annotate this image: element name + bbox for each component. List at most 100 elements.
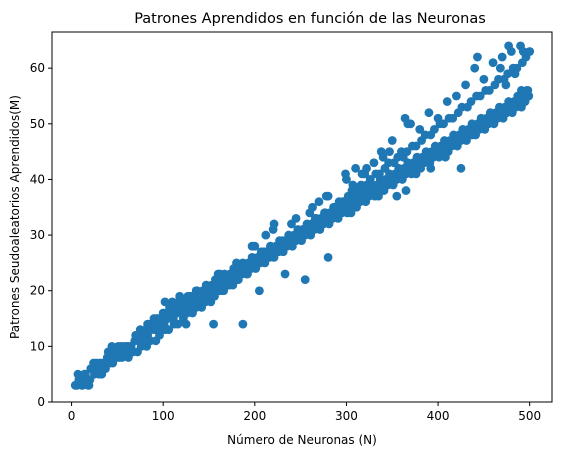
data-point — [79, 369, 89, 379]
y-axis: 0 10 20 30 40 50 60 — [30, 61, 52, 409]
data-point — [488, 58, 498, 67]
data-point — [210, 291, 219, 301]
data-point — [269, 219, 279, 229]
data-point — [415, 124, 425, 134]
y-axis-label: Patrones Seudoaleatorios Aprendidos(M) — [8, 95, 22, 339]
data-point — [167, 297, 177, 307]
data-point — [365, 175, 375, 184]
data-point — [439, 119, 448, 129]
data-point — [523, 86, 533, 95]
data-point — [85, 375, 95, 385]
data-point — [94, 369, 104, 379]
data-point — [461, 80, 470, 90]
data-point — [518, 47, 528, 56]
data-point — [274, 247, 284, 257]
data-point — [411, 169, 421, 179]
data-point — [89, 358, 98, 368]
data-point — [321, 191, 331, 201]
data-point — [403, 119, 413, 129]
data-point — [424, 108, 434, 118]
data-point — [219, 286, 229, 296]
data-point — [160, 297, 170, 307]
data-point — [228, 280, 238, 290]
x-tick-label: 200 — [243, 409, 266, 423]
data-point — [175, 291, 185, 301]
y-tick-label: 10 — [30, 339, 45, 353]
data-point — [238, 319, 248, 329]
y-tick-label: 0 — [37, 395, 45, 409]
data-point — [475, 91, 485, 101]
data-point — [433, 113, 443, 123]
x-axis-label: Número de Neuronas (N) — [227, 433, 377, 447]
data-point — [448, 113, 458, 123]
data-point — [525, 47, 535, 56]
x-tick-label: 400 — [427, 409, 450, 423]
data-point — [479, 74, 489, 84]
data-point — [387, 136, 397, 145]
data-point — [442, 97, 452, 106]
data-point — [261, 230, 271, 240]
x-tick-label: 500 — [518, 409, 541, 423]
data-point — [155, 330, 164, 340]
data-point — [332, 202, 342, 212]
x-tick-label: 300 — [335, 409, 358, 423]
data-point — [346, 208, 356, 218]
data-point — [308, 202, 317, 212]
data-point — [173, 319, 183, 329]
data-point — [357, 169, 367, 179]
data-point — [397, 147, 406, 157]
data-point — [131, 330, 141, 340]
data-point — [470, 63, 480, 73]
data-point — [255, 258, 265, 268]
data-point — [98, 358, 108, 368]
data-point — [164, 325, 174, 335]
y-tick-label: 30 — [30, 228, 45, 242]
data-point — [191, 286, 201, 296]
data-point — [158, 308, 168, 318]
data-point — [181, 319, 191, 329]
data-point — [411, 141, 421, 151]
y-tick-label: 50 — [30, 117, 45, 131]
data-point — [440, 152, 450, 162]
data-point — [222, 275, 232, 284]
data-point — [426, 163, 436, 173]
y-tick-label: 40 — [30, 172, 45, 186]
data-point — [517, 86, 526, 95]
data-points — [70, 41, 535, 390]
data-point — [510, 69, 520, 79]
data-point — [254, 286, 264, 296]
data-point — [503, 69, 513, 79]
data-point — [501, 80, 511, 90]
data-point — [125, 341, 135, 351]
x-axis: 0 100 200 300 400 500 — [68, 402, 541, 423]
data-point — [291, 213, 301, 223]
y-tick-label: 60 — [30, 61, 45, 75]
data-point — [392, 191, 402, 201]
data-point — [116, 341, 126, 351]
data-point — [74, 375, 84, 385]
data-point — [277, 236, 287, 246]
data-point — [473, 52, 482, 62]
data-point — [323, 252, 333, 262]
data-point — [107, 341, 117, 351]
data-point — [186, 291, 196, 301]
plot-frame — [51, 31, 553, 403]
data-point — [241, 264, 251, 273]
data-point — [348, 180, 358, 190]
data-point — [143, 319, 153, 329]
data-point — [201, 280, 211, 290]
data-point — [338, 197, 348, 207]
y-tick-label: 20 — [30, 284, 45, 298]
data-point — [230, 264, 240, 273]
chart-title: Patrones Aprendidos en función de las Ne… — [134, 11, 486, 27]
data-point — [140, 336, 150, 346]
data-point — [369, 158, 379, 168]
data-point — [375, 169, 384, 179]
x-tick-label: 0 — [68, 409, 76, 423]
data-point — [456, 163, 466, 173]
data-point — [430, 124, 439, 134]
data-point — [341, 169, 350, 179]
data-point — [265, 252, 274, 262]
